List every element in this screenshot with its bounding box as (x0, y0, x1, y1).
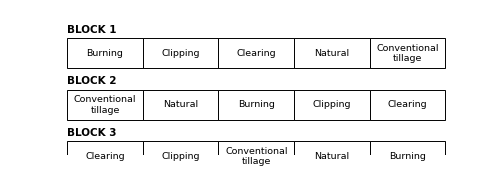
Bar (143, 90, 218, 120)
Bar (370, 90, 446, 120)
Text: BLOCK 1: BLOCK 1 (67, 25, 116, 35)
Text: Natural: Natural (163, 100, 198, 109)
Bar (294, 38, 370, 68)
Text: Clipping: Clipping (312, 100, 351, 109)
Text: Burning: Burning (238, 100, 275, 109)
Bar (67, 38, 143, 68)
Bar (294, 141, 370, 172)
Bar (143, 141, 218, 172)
Text: BLOCK 3: BLOCK 3 (67, 128, 116, 138)
Text: Clearing: Clearing (388, 100, 428, 109)
Bar (218, 141, 294, 172)
Bar (143, 38, 218, 68)
Text: Burning: Burning (389, 152, 426, 161)
Text: BLOCK 2: BLOCK 2 (67, 76, 116, 86)
Text: Burning: Burning (86, 49, 124, 58)
Bar (218, 38, 294, 68)
Bar (370, 141, 446, 172)
Text: Clipping: Clipping (162, 152, 200, 161)
Bar (218, 90, 294, 120)
Text: Conventional
tillage: Conventional tillage (74, 95, 136, 115)
Text: Conventional
tillage: Conventional tillage (225, 147, 288, 166)
Bar (294, 90, 370, 120)
Bar (370, 38, 446, 68)
Text: Clearing: Clearing (236, 49, 276, 58)
Text: Conventional
tillage: Conventional tillage (376, 44, 439, 63)
Text: Clipping: Clipping (162, 49, 200, 58)
Text: Clearing: Clearing (85, 152, 125, 161)
Text: Natural: Natural (314, 152, 350, 161)
Bar (67, 90, 143, 120)
Text: Natural: Natural (314, 49, 350, 58)
Bar (67, 141, 143, 172)
